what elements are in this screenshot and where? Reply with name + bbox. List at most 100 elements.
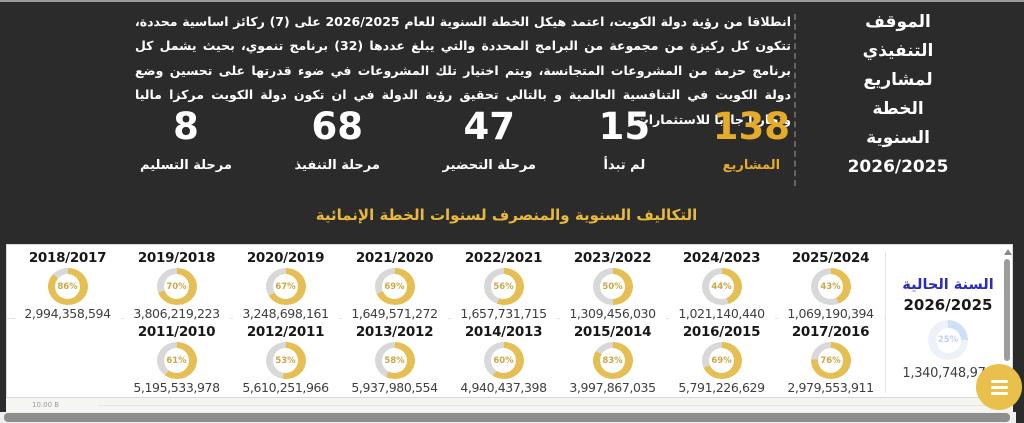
year-label: 2011/2010 [137,324,216,340]
intro-paragraph: انطلاقا من رؤية دولة الكويت، اعتمد هيكل … [135,14,791,127]
year-label: 2022/2021 [464,250,543,266]
donut-gauge: 69% [374,268,415,305]
donut-gauge: 67% [265,268,306,305]
report-title-line: لمشاريع [863,70,933,90]
scroll-up-arrow-icon[interactable] [1003,249,1012,255]
donut-percent: 58% [382,348,407,373]
current-year-donut[interactable]: 25% [928,320,968,360]
year-label: 2021/2020 [355,250,434,266]
stat-label: مرحلة التنفيذ [294,157,380,173]
donut-gauge: 60% [483,342,524,379]
horizontal-scrollbar-thumb[interactable] [4,413,1010,422]
cost-value: 3,806,219,223 [133,306,220,321]
year-label: 2019/2018 [137,250,216,266]
year-label: 2014/2013 [464,324,543,340]
year-label: 2017/2016 [791,324,870,340]
donut-percent: 53% [273,348,298,373]
cost-value: 3,248,698,161 [242,306,329,321]
stat-item: 8 مرحلة التسليم [140,105,232,173]
year-kpi[interactable]: 2017/2016 76% 2,979,553,911 [777,321,884,395]
cost-value: 1,069,190,394 [787,306,874,321]
kpi-grid: 2025/2024 43% 1,069,190,394 2024/2023 44… [9,247,885,395]
stat-value: 138 [712,105,790,148]
year-kpi[interactable]: 2011/2010 61% 5,195,533,978 [123,321,230,395]
current-year-value: 2026/2025 [903,296,993,314]
donut-gauge: 76% [810,342,851,379]
donut-gauge: 58% [374,342,415,379]
donut-percent: 44% [709,274,734,299]
donut-percent: 83% [600,348,625,373]
report-title-line: الموقف [865,12,931,32]
year-kpi[interactable]: 2013/2012 58% 5,937,980,554 [341,321,448,395]
stat-value: 8 [173,105,199,148]
stat-value: 68 [311,105,363,148]
year-kpi[interactable]: 2015/2014 83% 3,997,867,035 [559,321,666,395]
donut-percent: 60% [491,348,516,373]
axis-tick-label: 10.00 B [32,401,60,409]
year-kpi[interactable]: 2016/2015 69% 5,791,226,629 [668,321,775,395]
stat-label: مرحلة التحضير [442,157,536,173]
axis-strip: 10.00 B [6,398,1013,412]
year-label: 2015/2014 [573,324,652,340]
cost-value: 1,021,140,440 [678,306,765,321]
stat-label: المشاريع [722,157,781,173]
stat-value: 15 [598,105,651,148]
year-label: 2025/2024 [791,250,870,266]
year-kpi[interactable]: 2024/2023 44% 1,021,140,440 [668,247,775,321]
donut-percent: 86% [55,274,80,299]
donut-gauge: 61% [156,342,197,379]
donut-gauge: 69% [701,342,742,379]
cost-value: 5,610,251,966 [242,380,329,395]
year-label: 2016/2015 [682,324,761,340]
horizontal-scrollbar[interactable] [0,412,1016,423]
section-title: التكاليف السنوية والمنصرف لسنوات الخطة ا… [315,206,698,224]
stat-item: 138 المشاريع [712,105,790,173]
donut-percent: 61% [164,348,189,373]
vertical-scrollbar[interactable] [1003,248,1012,396]
year-kpi[interactable]: 2012/2011 53% 5,610,251,966 [232,321,339,395]
vertical-scrollbar-thumb[interactable] [1004,259,1010,361]
cost-value: 2,994,358,594 [24,306,111,321]
cost-value: 4,940,437,398 [460,380,547,395]
donut-percent: 70% [164,274,189,299]
year-label: 2012/2011 [246,324,325,340]
report-title: الموقف التنفيذي لمشاريع الخطة السنوية 2026/20… [808,8,988,182]
stat-label: مرحلة التسليم [140,157,232,173]
year-label: 2018/2017 [28,250,107,266]
year-kpi[interactable]: 2025/2024 43% 1,069,190,394 [777,247,884,321]
cost-value: 2,979,553,911 [787,380,874,395]
donut-percent: 69% [382,274,407,299]
costs-panel: 2025/2024 43% 1,069,190,394 2024/2023 44… [6,244,1013,398]
panel-divider [885,251,886,393]
current-year-percent: 25% [935,327,961,353]
year-kpi[interactable]: 2018/2017 86% 2,994,358,594 [14,247,121,321]
donut-gauge: 53% [265,342,306,379]
report-title-line: 2026/2025 [847,157,949,177]
cost-value: 5,791,226,629 [678,380,765,395]
donut-gauge: 70% [156,268,197,305]
donut-gauge: 56% [483,268,524,305]
report-title-line: السنوية [866,128,930,148]
stat-value: 47 [463,105,516,148]
year-kpi[interactable]: 2019/2018 70% 3,806,219,223 [123,247,230,321]
donut-gauge: 50% [592,268,633,305]
year-kpi[interactable]: 2023/2022 50% 1,309,456,030 [559,247,666,321]
cost-value: 1,657,731,715 [460,306,547,321]
year-label: 2023/2022 [573,250,652,266]
donut-gauge: 43% [810,268,851,305]
axis-gridline [98,405,998,406]
menu-fab-button[interactable] [976,364,1022,410]
dashed-divider [794,14,796,186]
report-title-line: التنفيذي [862,41,934,61]
donut-percent: 69% [709,348,734,373]
year-kpi[interactable]: 2022/2021 56% 1,657,731,715 [450,247,557,321]
year-kpi[interactable]: 2021/2020 69% 1,649,571,272 [341,247,448,321]
hamburger-icon [990,379,1008,383]
year-kpi[interactable]: 2020/2019 67% 3,248,698,161 [232,247,339,321]
year-label: 2013/2012 [355,324,434,340]
year-kpi[interactable]: 2014/2013 60% 4,940,437,398 [450,321,557,395]
donut-gauge: 83% [592,342,633,379]
cost-value: 1,309,456,030 [569,306,656,321]
current-year-label: السنة الحالية [902,277,994,293]
donut-percent: 56% [491,274,516,299]
